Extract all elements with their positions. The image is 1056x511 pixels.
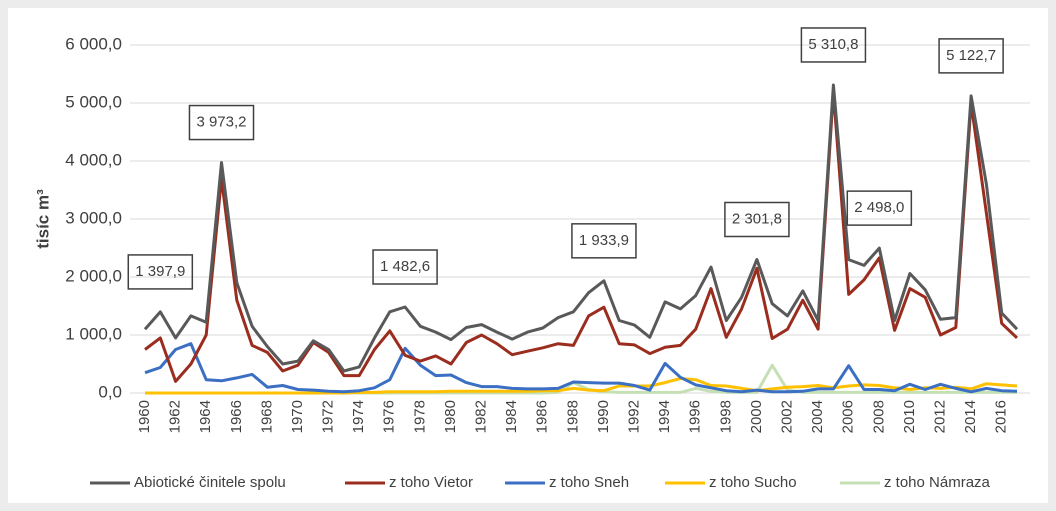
x-tick-label: 1962 bbox=[167, 400, 184, 433]
y-tick-label: 4 000,0 bbox=[65, 150, 122, 169]
y-tick-label: 3 000,0 bbox=[65, 208, 122, 227]
x-tick-label: 2006 bbox=[840, 400, 857, 433]
x-tick-label: 1982 bbox=[473, 400, 490, 433]
data-label-box bbox=[372, 249, 438, 285]
x-tick-label: 2010 bbox=[901, 400, 918, 433]
data-label-box bbox=[846, 190, 913, 226]
data-label: 1 482,6 bbox=[380, 258, 430, 275]
data-label-box bbox=[188, 104, 255, 141]
x-tick-label: 1972 bbox=[320, 400, 337, 433]
series-line bbox=[143, 83, 1019, 373]
x-tick-label: 1980 bbox=[442, 400, 459, 433]
legend-label: z toho Sucho bbox=[709, 474, 797, 491]
y-tick-label: 2 000,0 bbox=[65, 266, 122, 285]
data-label: 5 122,7 bbox=[946, 47, 996, 64]
x-tick-label: 2004 bbox=[809, 400, 826, 433]
x-tick-label: 1960 bbox=[136, 400, 153, 433]
legend-label: z toho Námraza bbox=[884, 474, 991, 491]
data-label-box bbox=[938, 38, 1004, 74]
x-tick-label: 1992 bbox=[626, 400, 643, 433]
legend-label: Abiotické činitele spolu bbox=[134, 474, 286, 491]
y-tick-label: 5 000,0 bbox=[65, 92, 122, 111]
data-label-box bbox=[724, 201, 790, 238]
x-tick-label: 1976 bbox=[381, 400, 398, 433]
x-tick-label: 1984 bbox=[503, 400, 520, 433]
x-tick-label: 2016 bbox=[993, 400, 1010, 433]
data-label-box bbox=[571, 223, 637, 259]
x-tick-label: 1998 bbox=[717, 400, 734, 433]
x-tick-label: 2012 bbox=[931, 400, 948, 433]
x-tick-label: 1994 bbox=[656, 400, 673, 433]
legend-label: z toho Vietor bbox=[389, 474, 473, 491]
x-tick-label: 1996 bbox=[687, 400, 704, 433]
x-tick-label: 2014 bbox=[962, 400, 979, 433]
data-label: 5 310,8 bbox=[808, 36, 858, 53]
data-label-box bbox=[127, 254, 194, 290]
y-tick-label: 0,0 bbox=[98, 382, 122, 401]
x-tick-label: 1986 bbox=[534, 400, 551, 433]
data-label: 1 397,9 bbox=[135, 263, 185, 280]
y-axis-label: tisíc m³ bbox=[33, 189, 52, 249]
x-tick-label: 2002 bbox=[778, 400, 795, 433]
x-tick-label: 1968 bbox=[258, 400, 275, 433]
x-tick-label: 1966 bbox=[228, 400, 245, 433]
x-tick-label: 1988 bbox=[564, 400, 581, 433]
series-line bbox=[144, 342, 1018, 394]
y-tick-label: 6 000,0 bbox=[65, 34, 122, 53]
series-line bbox=[145, 377, 1018, 395]
x-tick-label: 1978 bbox=[411, 400, 428, 433]
x-tick-label: 1974 bbox=[350, 400, 367, 433]
data-label: 1 933,9 bbox=[579, 232, 629, 249]
data-label: 3 973,2 bbox=[196, 114, 246, 131]
legend-label: z toho Sneh bbox=[549, 474, 629, 491]
x-tick-label: 2008 bbox=[870, 400, 887, 433]
data-label: 2 301,8 bbox=[732, 210, 782, 227]
series-line bbox=[144, 89, 1019, 383]
data-label: 2 498,0 bbox=[854, 199, 904, 216]
data-label-box bbox=[800, 27, 867, 63]
x-tick-label: 1990 bbox=[595, 400, 612, 433]
x-tick-label: 1964 bbox=[197, 400, 214, 433]
x-tick-label: 1970 bbox=[289, 400, 306, 433]
x-tick-label: 2000 bbox=[748, 400, 765, 433]
y-tick-label: 1 000,0 bbox=[65, 324, 122, 343]
